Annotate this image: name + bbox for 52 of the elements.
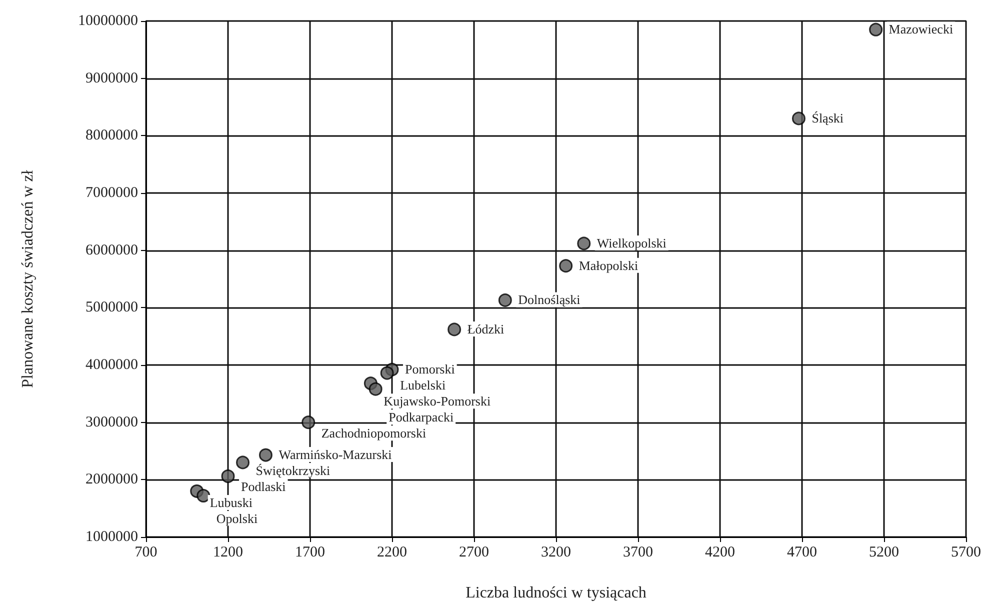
x-tick-label: 700 bbox=[134, 544, 158, 560]
point bbox=[559, 259, 573, 273]
annotation: Podlaski bbox=[241, 479, 286, 494]
x-tick-label: 2700 bbox=[459, 544, 489, 560]
point bbox=[448, 322, 462, 336]
point bbox=[577, 236, 591, 250]
point bbox=[236, 456, 250, 470]
annotation: Zachodniopomorski bbox=[321, 426, 426, 441]
y-tick-label: 2000000 bbox=[86, 472, 138, 488]
y-axis-title: Planowane koszty świadczeń w zł bbox=[20, 170, 36, 388]
y-tick-label: 10000000 bbox=[78, 13, 138, 29]
annotation: Warmińsko-Mazurski bbox=[278, 447, 392, 462]
annotation: Kujawsko-Pomorski bbox=[384, 394, 491, 409]
x-axis-title: Liczba ludności w tysiącach bbox=[466, 584, 646, 602]
y-tick-label: 1000000 bbox=[86, 529, 138, 545]
annotation: Dolnośląski bbox=[518, 292, 581, 308]
y-tick-label: 5000000 bbox=[86, 300, 138, 316]
annotation: Lubuski bbox=[210, 495, 253, 510]
y-tick-label: 8000000 bbox=[86, 128, 138, 144]
point bbox=[498, 293, 512, 307]
point bbox=[302, 416, 316, 430]
annotation: Małopolski bbox=[578, 258, 638, 273]
annotation: Mazowiecki bbox=[888, 22, 954, 37]
annotation: Opolski bbox=[216, 511, 258, 526]
annotation: Łódzki bbox=[467, 321, 505, 336]
annotation: Pomorski bbox=[405, 362, 456, 377]
x-tick-label: 3700 bbox=[623, 544, 653, 560]
x-tick-label: 5200 bbox=[869, 544, 899, 560]
y-tick-label: 6000000 bbox=[86, 242, 138, 258]
y-tick-label: 4000000 bbox=[86, 357, 138, 373]
point bbox=[196, 488, 210, 502]
x-tick-label: 4200 bbox=[705, 544, 735, 560]
annotation: Śląski bbox=[812, 110, 844, 126]
point bbox=[869, 22, 883, 36]
point bbox=[380, 366, 394, 380]
point bbox=[792, 112, 806, 126]
x-tick-label: 1700 bbox=[295, 544, 325, 560]
annotation: Podkarpacki bbox=[388, 410, 454, 425]
point bbox=[221, 469, 235, 483]
x-tick-label: 2200 bbox=[377, 544, 407, 560]
x-tick-label: 3200 bbox=[541, 544, 571, 560]
x-tick-label: 4700 bbox=[787, 544, 817, 560]
y-tick-label: 9000000 bbox=[86, 70, 138, 86]
x-tick-label: 1200 bbox=[213, 544, 243, 560]
point bbox=[368, 382, 382, 396]
annotation: Lubelski bbox=[400, 378, 446, 393]
annotation: Wielkopolski bbox=[596, 235, 667, 250]
y-tick-label: 7000000 bbox=[86, 185, 138, 201]
y-tick-label: 3000000 bbox=[86, 414, 138, 430]
annotation: Świętokrzyski bbox=[256, 463, 331, 478]
point bbox=[258, 448, 272, 462]
x-tick-label: 5700 bbox=[951, 544, 981, 560]
